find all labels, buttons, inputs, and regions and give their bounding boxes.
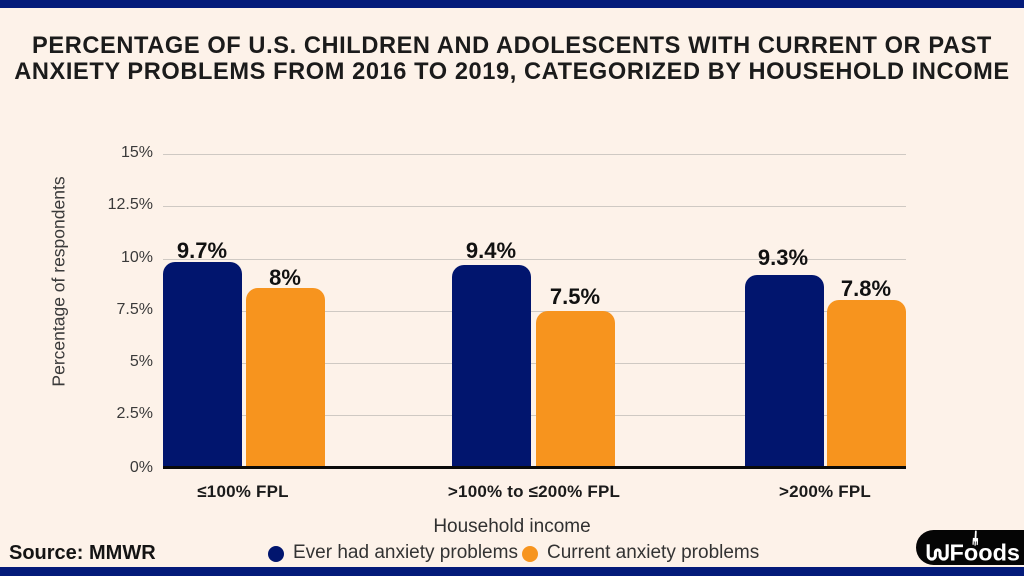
svg-text:Foods: Foods	[950, 539, 1021, 565]
